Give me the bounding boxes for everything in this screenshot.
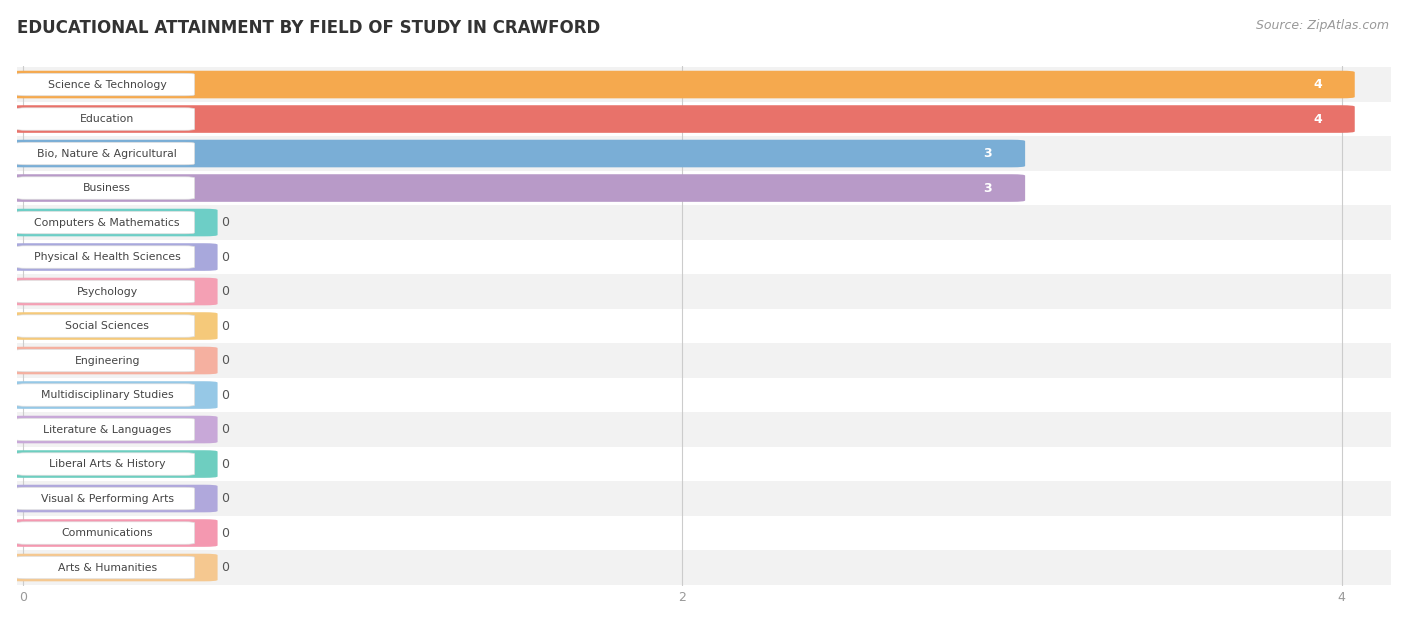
FancyBboxPatch shape xyxy=(10,312,218,340)
FancyBboxPatch shape xyxy=(10,381,218,409)
Text: Computers & Mathematics: Computers & Mathematics xyxy=(34,217,180,228)
Text: Arts & Humanities: Arts & Humanities xyxy=(58,562,156,573)
FancyBboxPatch shape xyxy=(10,209,218,236)
FancyBboxPatch shape xyxy=(17,453,194,475)
Text: 3: 3 xyxy=(984,181,993,195)
Bar xyxy=(0,137,1406,171)
FancyBboxPatch shape xyxy=(10,450,218,478)
Text: Engineering: Engineering xyxy=(75,356,141,365)
FancyBboxPatch shape xyxy=(17,349,194,372)
FancyBboxPatch shape xyxy=(17,522,194,544)
Bar xyxy=(0,67,1406,102)
FancyBboxPatch shape xyxy=(17,108,194,130)
Text: 0: 0 xyxy=(221,526,229,540)
Bar xyxy=(0,482,1406,516)
Text: 0: 0 xyxy=(221,458,229,471)
Text: Education: Education xyxy=(80,114,135,124)
Text: 0: 0 xyxy=(221,285,229,298)
FancyBboxPatch shape xyxy=(17,556,194,579)
Text: 0: 0 xyxy=(221,250,229,264)
Bar xyxy=(0,240,1406,274)
Text: 3: 3 xyxy=(984,147,993,160)
Bar xyxy=(0,378,1406,412)
Text: Psychology: Psychology xyxy=(76,286,138,296)
Text: 0: 0 xyxy=(221,492,229,505)
Text: Science & Technology: Science & Technology xyxy=(48,80,166,90)
Text: Source: ZipAtlas.com: Source: ZipAtlas.com xyxy=(1256,19,1389,32)
FancyBboxPatch shape xyxy=(10,106,1355,133)
Bar xyxy=(0,205,1406,240)
Text: Physical & Health Sciences: Physical & Health Sciences xyxy=(34,252,180,262)
Bar xyxy=(0,309,1406,343)
Bar xyxy=(0,102,1406,137)
FancyBboxPatch shape xyxy=(10,416,218,443)
FancyBboxPatch shape xyxy=(17,142,194,165)
FancyBboxPatch shape xyxy=(10,347,218,374)
FancyBboxPatch shape xyxy=(10,485,218,513)
FancyBboxPatch shape xyxy=(10,277,218,305)
Text: Literature & Languages: Literature & Languages xyxy=(44,425,172,435)
Text: Liberal Arts & History: Liberal Arts & History xyxy=(49,459,166,469)
Bar xyxy=(0,171,1406,205)
FancyBboxPatch shape xyxy=(10,174,1025,202)
Text: 0: 0 xyxy=(221,354,229,367)
Text: Multidisciplinary Studies: Multidisciplinary Studies xyxy=(41,390,173,400)
FancyBboxPatch shape xyxy=(17,315,194,337)
Text: 4: 4 xyxy=(1313,78,1322,91)
FancyBboxPatch shape xyxy=(17,211,194,234)
Bar xyxy=(0,274,1406,309)
FancyBboxPatch shape xyxy=(10,71,1355,99)
FancyBboxPatch shape xyxy=(17,246,194,268)
Text: Visual & Performing Arts: Visual & Performing Arts xyxy=(41,494,174,504)
Text: 0: 0 xyxy=(221,389,229,401)
FancyBboxPatch shape xyxy=(10,520,218,547)
Text: 0: 0 xyxy=(221,423,229,436)
Text: Communications: Communications xyxy=(62,528,153,538)
FancyBboxPatch shape xyxy=(17,281,194,303)
Bar xyxy=(0,412,1406,447)
Bar xyxy=(0,550,1406,585)
FancyBboxPatch shape xyxy=(10,554,218,581)
FancyBboxPatch shape xyxy=(17,177,194,199)
Text: 4: 4 xyxy=(1313,112,1322,126)
Text: Social Sciences: Social Sciences xyxy=(65,321,149,331)
FancyBboxPatch shape xyxy=(10,243,218,271)
Text: 0: 0 xyxy=(221,216,229,229)
Text: 0: 0 xyxy=(221,320,229,332)
Bar xyxy=(0,447,1406,482)
FancyBboxPatch shape xyxy=(17,487,194,510)
Text: EDUCATIONAL ATTAINMENT BY FIELD OF STUDY IN CRAWFORD: EDUCATIONAL ATTAINMENT BY FIELD OF STUDY… xyxy=(17,19,600,37)
Bar xyxy=(0,343,1406,378)
FancyBboxPatch shape xyxy=(17,418,194,441)
Bar xyxy=(0,516,1406,550)
FancyBboxPatch shape xyxy=(17,73,194,96)
Text: 0: 0 xyxy=(221,561,229,574)
FancyBboxPatch shape xyxy=(10,140,1025,167)
Text: Bio, Nature & Agricultural: Bio, Nature & Agricultural xyxy=(38,149,177,159)
FancyBboxPatch shape xyxy=(17,384,194,406)
Text: Business: Business xyxy=(83,183,131,193)
